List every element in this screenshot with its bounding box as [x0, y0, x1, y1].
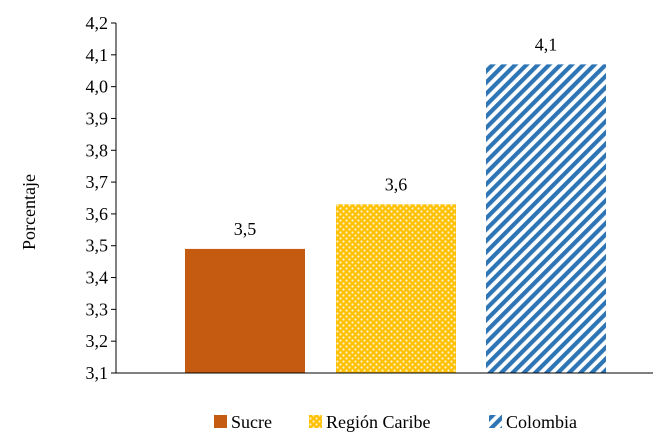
legend-label: Sucre [231, 412, 272, 432]
y-tick-label: 3,7 [86, 172, 109, 192]
y-tick-label: 3,8 [86, 140, 109, 160]
bars [185, 64, 606, 373]
legend-label: Colombia [506, 412, 577, 432]
data-label: 3,5 [234, 219, 257, 239]
legend-swatch [214, 415, 227, 428]
y-tick-label: 3,3 [86, 299, 109, 319]
data-label: 3,6 [385, 174, 408, 194]
y-tick-label: 3,2 [86, 331, 109, 351]
y-tick-label: 4,1 [86, 45, 109, 65]
y-axis-title: Porcentaje [19, 174, 39, 250]
legend-swatch [489, 415, 502, 428]
y-tick-label: 3,9 [86, 108, 109, 128]
y-tick-label: 4,2 [86, 13, 109, 33]
data-label: 4,1 [535, 34, 558, 54]
y-tick-label: 3,4 [86, 268, 109, 288]
y-tick-label: 3,1 [86, 363, 109, 383]
bar [486, 64, 606, 373]
bar [336, 204, 456, 373]
y-tick-label: 3,5 [86, 236, 109, 256]
y-axis-ticks: 3,1 3,2 3,3 3,4 3,5 3,6 3,7 3,8 3,9 4,0 4,1 4,2 [86, 13, 116, 383]
y-tick-label: 3,6 [86, 204, 109, 224]
legend-swatch [309, 415, 322, 428]
y-tick-label: 4,0 [86, 77, 109, 97]
legend-label: Región Caribe [326, 412, 430, 432]
bar [185, 248, 305, 373]
data-labels: 3,5 3,6 4,1 [234, 34, 558, 239]
legend: Sucre Región Caribe Colombia [214, 412, 577, 432]
